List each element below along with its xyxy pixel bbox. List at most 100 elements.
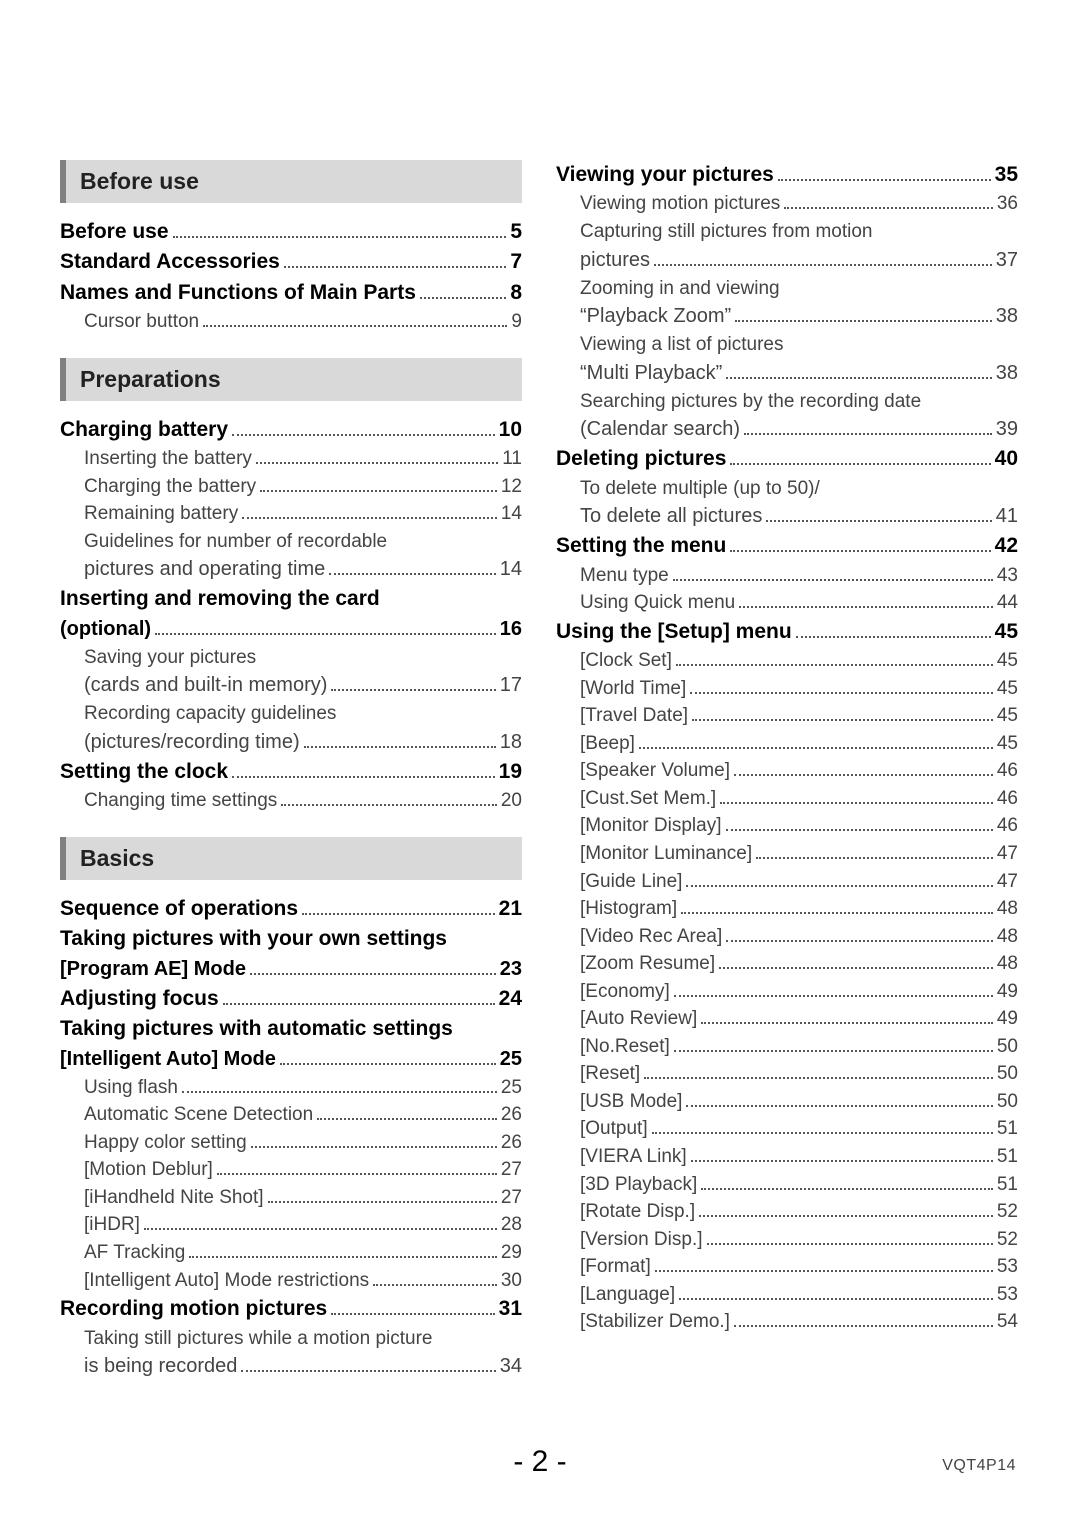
toc-entry-sub[interactable]: [Histogram]48 [556, 895, 1018, 923]
toc-entry-sub[interactable]: [Clock Set]45 [556, 647, 1018, 675]
toc-entry-major[interactable]: Recording motion pictures31 [60, 1294, 522, 1324]
toc-entry-sub[interactable]: Zooming in and viewing“Playback Zoom”38 [556, 275, 1018, 332]
toc-entry-sub[interactable]: [Reset]50 [556, 1060, 1018, 1088]
toc-entry-sub[interactable]: [Auto Review]49 [556, 1005, 1018, 1033]
toc-entry-sub[interactable]: [Zoom Resume]48 [556, 950, 1018, 978]
toc-entry-sub[interactable]: [Version Disp.]52 [556, 1226, 1018, 1254]
toc-entry-sub[interactable]: Happy color setting26 [60, 1129, 522, 1157]
toc-page-number: 27 [501, 1184, 522, 1212]
toc-entry-sub[interactable]: [Output]51 [556, 1115, 1018, 1143]
dot-leader [734, 761, 993, 776]
toc-text-line: To delete multiple (up to 50)/ [580, 475, 1018, 503]
dot-leader [756, 844, 993, 859]
toc-entry-major[interactable]: Before use5 [60, 217, 522, 247]
toc-entry-sub[interactable]: [Rotate Disp.]52 [556, 1198, 1018, 1226]
dot-leader [720, 789, 993, 804]
toc-entry-sub[interactable]: [Motion Deblur]27 [60, 1156, 522, 1184]
dot-leader [182, 1078, 497, 1093]
toc-entry-sub[interactable]: [iHandheld Nite Shot]27 [60, 1184, 522, 1212]
toc-entry-sub[interactable]: [Guide Line]47 [556, 868, 1018, 896]
toc-text: Standard Accessories [60, 247, 280, 277]
toc-entry-sub[interactable]: Capturing still pictures from motionpict… [556, 218, 1018, 275]
toc-entry-sub[interactable]: Remaining battery14 [60, 500, 522, 528]
dot-leader [734, 1312, 993, 1327]
toc-entry-sub[interactable]: [Stabilizer Demo.]54 [556, 1308, 1018, 1336]
dot-leader [766, 506, 991, 522]
toc-entry-sub[interactable]: Menu type43 [556, 562, 1018, 590]
toc-entry-sub[interactable]: [Cust.Set Mem.]46 [556, 785, 1018, 813]
toc-entry-sub[interactable]: [Video Rec Area]48 [556, 923, 1018, 951]
toc-text: Using the [Setup] menu [556, 617, 792, 647]
toc-entry-sub[interactable]: [3D Playback]51 [556, 1171, 1018, 1199]
toc-text: Setting the menu [556, 531, 726, 561]
dot-leader [691, 1147, 993, 1162]
toc-entry-sub[interactable]: Taking still pictures while a motion pic… [60, 1325, 522, 1382]
toc-entry-sub[interactable]: Inserting the battery11 [60, 445, 522, 473]
toc-entry-sub[interactable]: Guidelines for number of recordablepictu… [60, 528, 522, 585]
toc-entry-major[interactable]: Using the [Setup] menu 45 [556, 617, 1018, 647]
toc-text: “Playback Zoom” [580, 302, 731, 331]
toc-entry-sub[interactable]: [iHDR]28 [60, 1211, 522, 1239]
toc-page-number: 45 [997, 675, 1018, 703]
toc-entry-sub[interactable]: [No.Reset]50 [556, 1033, 1018, 1061]
toc-entry-sub[interactable]: [Speaker Volume]46 [556, 757, 1018, 785]
toc-entry-sub[interactable]: [USB Mode]50 [556, 1088, 1018, 1116]
toc-entry-sub[interactable]: Saving your pictures(cards and built-in … [60, 644, 522, 701]
toc-page-number: 36 [997, 190, 1018, 218]
toc-entry-major[interactable]: Setting the clock19 [60, 757, 522, 787]
toc-text: [Cust.Set Mem.] [580, 785, 716, 813]
toc-entry-sub[interactable]: Automatic Scene Detection26 [60, 1101, 522, 1129]
toc-text: Sequence of operations [60, 894, 298, 924]
toc-text: Before use [60, 217, 169, 247]
toc-entry-sub[interactable]: [Language]53 [556, 1281, 1018, 1309]
toc-entry-sub[interactable]: AF Tracking29 [60, 1239, 522, 1267]
toc-entry-sub[interactable]: Viewing a list of pictures“Multi Playbac… [556, 331, 1018, 388]
dot-leader [699, 1202, 993, 1217]
toc-page-number: 40 [995, 444, 1018, 474]
dot-leader [373, 1270, 497, 1285]
toc-entry-major[interactable]: Sequence of operations21 [60, 894, 522, 924]
toc-entry-major[interactable]: Charging battery10 [60, 415, 522, 445]
toc-entry-major[interactable]: Standard Accessories7 [60, 247, 522, 277]
toc-page-number: 45 [995, 617, 1018, 647]
toc-text: [Speaker Volume] [580, 757, 730, 785]
toc-entry-sub[interactable]: [World Time]45 [556, 675, 1018, 703]
toc-entry-sub[interactable]: Changing time settings20 [60, 787, 522, 815]
toc-page-number: 31 [499, 1294, 522, 1324]
toc-entry-sub[interactable]: To delete multiple (up to 50)/To delete … [556, 475, 1018, 532]
toc-entry-sub[interactable]: Cursor button9 [60, 308, 522, 336]
toc-entry-sub[interactable]: [Intelligent Auto] Mode restrictions30 [60, 1267, 522, 1295]
toc-page-number: 24 [499, 984, 522, 1014]
toc-page-number: 25 [501, 1074, 522, 1102]
toc-entry-major[interactable]: Inserting and removing the card(optional… [60, 584, 522, 643]
dot-leader [676, 651, 993, 666]
toc-entry-sub[interactable]: Recording capacity guidelines(pictures/r… [60, 700, 522, 757]
dot-leader [652, 1119, 993, 1134]
toc-entry-sub[interactable]: [Monitor Luminance]47 [556, 840, 1018, 868]
toc-entry-sub[interactable]: [Economy]49 [556, 978, 1018, 1006]
toc-entry-sub[interactable]: [Beep]45 [556, 730, 1018, 758]
toc-entry-sub[interactable]: [Monitor Display]46 [556, 812, 1018, 840]
toc-entry-sub[interactable]: Searching pictures by the recording date… [556, 388, 1018, 445]
toc-entry-sub[interactable]: [Travel Date]45 [556, 702, 1018, 730]
toc-entry-sub[interactable]: Using flash25 [60, 1074, 522, 1102]
toc-text-line: Guidelines for number of recordable [84, 528, 522, 556]
toc-text: [iHDR] [84, 1211, 140, 1239]
toc-page-number: 53 [997, 1253, 1018, 1281]
toc-entry-major[interactable]: Setting the menu42 [556, 531, 1018, 561]
toc-entry-major[interactable]: Adjusting focus24 [60, 984, 522, 1014]
toc-entry-major[interactable]: Names and Functions of Main Parts8 [60, 278, 522, 308]
toc-page-number: 25 [500, 1045, 522, 1074]
toc-entry-major[interactable]: Taking pictures with automatic settings[… [60, 1014, 522, 1073]
toc-entry-major[interactable]: Taking pictures with your own settings[P… [60, 924, 522, 983]
toc-entry-sub[interactable]: [Format]53 [556, 1253, 1018, 1281]
toc-entry-sub[interactable]: Charging the battery12 [60, 473, 522, 501]
toc-entry-major[interactable]: Deleting pictures40 [556, 444, 1018, 474]
toc-entry-sub[interactable]: Using Quick menu44 [556, 589, 1018, 617]
toc-entry-major[interactable]: Viewing your pictures35 [556, 160, 1018, 190]
toc-entry-sub[interactable]: Viewing motion pictures36 [556, 190, 1018, 218]
toc-page-number: 12 [501, 473, 522, 501]
toc-entry-sub[interactable]: [VIERA Link]51 [556, 1143, 1018, 1171]
toc-text: Using Quick menu [580, 589, 735, 617]
toc-text: [Video Rec Area] [580, 923, 722, 951]
